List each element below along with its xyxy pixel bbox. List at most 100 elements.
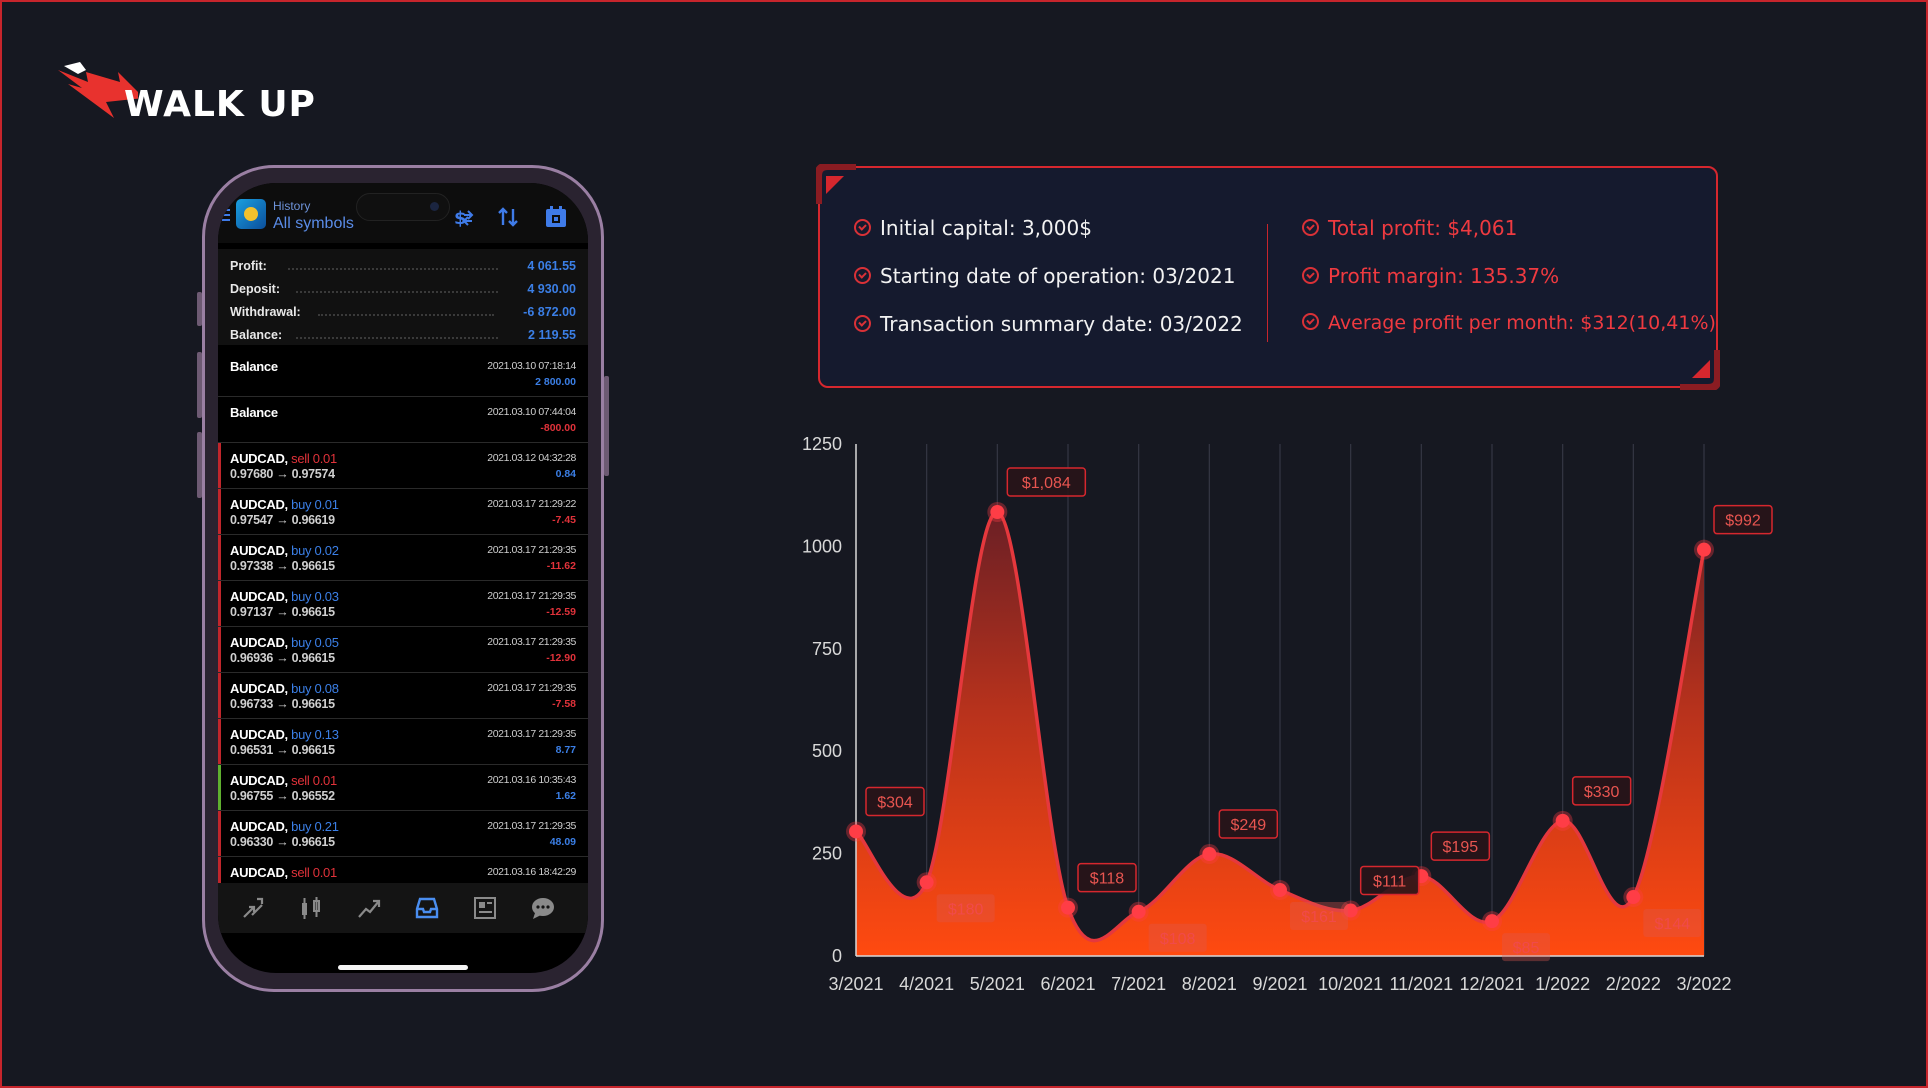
home-indicator <box>338 965 468 970</box>
deal-row[interactable]: Balance 2021.03.10 07:18:14 2 800.00 <box>218 351 588 397</box>
deal-row[interactable]: AUDCAD, buy 0.03 0.97137 → 0.96615 2021.03… <box>218 581 588 627</box>
calendar-icon[interactable] <box>544 205 568 229</box>
deal-date: 2021.03.17 21:29:35 <box>487 590 576 602</box>
currency-icon[interactable]: $ <box>450 205 474 229</box>
quotes-icon[interactable] <box>240 895 266 921</box>
deal-row[interactable]: AUDCAD, buy 0.01 0.97547 → 0.96619 2021.03… <box>218 489 588 535</box>
deal-date: 2021.03.17 21:29:22 <box>487 498 576 510</box>
deal-date: 2021.03.17 21:29:35 <box>487 636 576 648</box>
deal-action: buy 0.05 <box>291 635 339 650</box>
deal-row[interactable]: AUDCAD, buy 0.13 0.96531 → 0.96615 2021.03… <box>218 719 588 765</box>
symbols-filter[interactable]: All symbols <box>273 215 354 232</box>
x-tick-label: 4/2021 <box>899 974 954 994</box>
summary-row-profit: Profit: 4 061.55 <box>230 259 576 281</box>
info-text: Total profit: $4,061 <box>1328 216 1518 240</box>
menu-icon[interactable] <box>222 209 230 223</box>
summary-value: 4 061.55 <box>527 259 576 273</box>
info-text: Initial capital: 3,000$ <box>880 216 1092 240</box>
chat-icon[interactable] <box>530 895 556 921</box>
deal-profit: 2 800.00 <box>535 376 576 388</box>
summary-label: Withdrawal: <box>230 305 301 319</box>
summary-row-balance: Balance: 2 119.55 <box>230 328 576 350</box>
deal-action: sell 0.01 <box>291 773 337 788</box>
deal-symbol: AUDCAD, buy 0.03 <box>230 589 339 604</box>
x-tick-label: 1/2022 <box>1535 974 1590 994</box>
data-label: $1,084 <box>1006 467 1087 497</box>
deal-profit: -7.45 <box>552 514 576 526</box>
y-tick-label: 500 <box>812 741 842 761</box>
deal-row[interactable]: AUDCAD, sell 0.01 0.97680 → 0.97574 2021.0… <box>218 443 588 489</box>
deal-price: 0.97137 → 0.96615 <box>230 605 335 619</box>
data-label: $118 <box>1077 862 1137 893</box>
data-point <box>1131 904 1146 919</box>
data-label-text: $85 <box>1513 940 1540 957</box>
sort-icon[interactable] <box>496 205 520 229</box>
info-text: Average profit per month: $312(10,41%) <box>1328 312 1716 334</box>
x-tick-label: 9/2021 <box>1252 974 1307 994</box>
data-point <box>990 504 1005 519</box>
deal-profit: -12.90 <box>546 652 576 664</box>
header-subtitle: History <box>273 199 311 213</box>
y-tick-label: 1000 <box>802 536 842 556</box>
x-tick-label: 2/2022 <box>1606 974 1661 994</box>
info-text: Starting date of operation: 03/2021 <box>880 264 1236 288</box>
deal-symbol: AUDCAD, sell 0.01 <box>230 451 337 466</box>
data-label-text: $144 <box>1655 916 1691 933</box>
deal-date: 2021.03.17 21:29:35 <box>487 728 576 740</box>
summary-label: Balance: <box>230 328 283 342</box>
dots-divider <box>296 337 498 339</box>
chart-icon[interactable] <box>298 895 324 921</box>
deal-row[interactable]: AUDCAD, buy 0.02 0.97338 → 0.96615 2021.03… <box>218 535 588 581</box>
news-icon[interactable] <box>472 895 498 921</box>
phone-volume-down <box>197 432 202 498</box>
check-circle-icon <box>854 219 871 236</box>
deal-symbol-text: Balance <box>230 405 278 420</box>
summary-label: Profit: <box>230 259 267 273</box>
deal-action: buy 0.13 <box>291 727 339 742</box>
phone-side-button <box>197 292 202 326</box>
deal-type-mark <box>218 811 221 856</box>
deal-symbol: AUDCAD, buy 0.13 <box>230 727 339 742</box>
y-tick-label: 0 <box>832 946 842 966</box>
deal-row[interactable]: AUDCAD, buy 0.21 0.96330 → 0.96615 2021.03… <box>218 811 588 857</box>
data-label-text: $249 <box>1231 817 1267 834</box>
deal-profit: -11.62 <box>546 560 576 572</box>
history-icon[interactable] <box>414 895 440 921</box>
deal-date: 2021.03.16 10:35:43 <box>487 774 576 786</box>
deal-profit: 1.62 <box>555 790 576 802</box>
x-tick-label: 3/2021 <box>828 974 883 994</box>
data-label-text: $161 <box>1301 909 1337 926</box>
trade-icon[interactable] <box>356 895 382 921</box>
deal-type-mark <box>218 581 221 626</box>
info-summary-date: Transaction summary date: 03/2022 <box>854 312 1243 336</box>
deal-date: 2021.03.16 18:42:29 <box>487 866 576 878</box>
dots-divider <box>296 291 498 293</box>
deal-symbol: AUDCAD, buy 0.02 <box>230 543 339 558</box>
deal-symbol-text: AUDCAD, <box>230 865 288 880</box>
corner-accent-icon <box>1680 350 1720 390</box>
deal-row[interactable]: AUDCAD, sell 0.01 0.96755 → 0.96552 2021.0… <box>218 765 588 811</box>
x-tick-label: 11/2021 <box>1389 974 1453 994</box>
data-label-box <box>1290 902 1348 931</box>
deal-symbol-text: Balance <box>230 359 278 374</box>
data-label: $304 <box>865 786 925 817</box>
deal-row[interactable]: Balance 2021.03.10 07:44:04 -800.00 <box>218 397 588 443</box>
phone-volume-up <box>197 352 202 418</box>
phone-power-button <box>604 376 609 476</box>
deal-row[interactable]: AUDCAD, buy 0.05 0.96936 → 0.96615 2021.03… <box>218 627 588 673</box>
deal-symbol: AUDCAD, sell 0.01 <box>230 773 337 788</box>
deal-row[interactable]: AUDCAD, buy 0.08 0.96733 → 0.96615 2021.03… <box>218 673 588 719</box>
x-tick-label: 5/2021 <box>970 974 1025 994</box>
data-label-box <box>1571 776 1632 806</box>
deal-profit: 0.84 <box>555 468 576 480</box>
data-label: $85 <box>1502 933 1550 962</box>
info-text: Transaction summary date: 03/2022 <box>880 312 1243 336</box>
data-point <box>1061 900 1075 915</box>
info-initial-capital: Initial capital: 3,000$ <box>854 216 1092 240</box>
info-profit-margin: Profit margin: 135.37% <box>1302 264 1559 288</box>
deal-symbol-text: AUDCAD, <box>230 543 288 558</box>
deal-action: buy 0.08 <box>291 681 339 696</box>
app-header: History All symbols $ <box>218 183 588 243</box>
info-avg-profit: Average profit per month: $312(10,41%) <box>1302 312 1716 334</box>
data-label-text: $108 <box>1160 931 1196 948</box>
